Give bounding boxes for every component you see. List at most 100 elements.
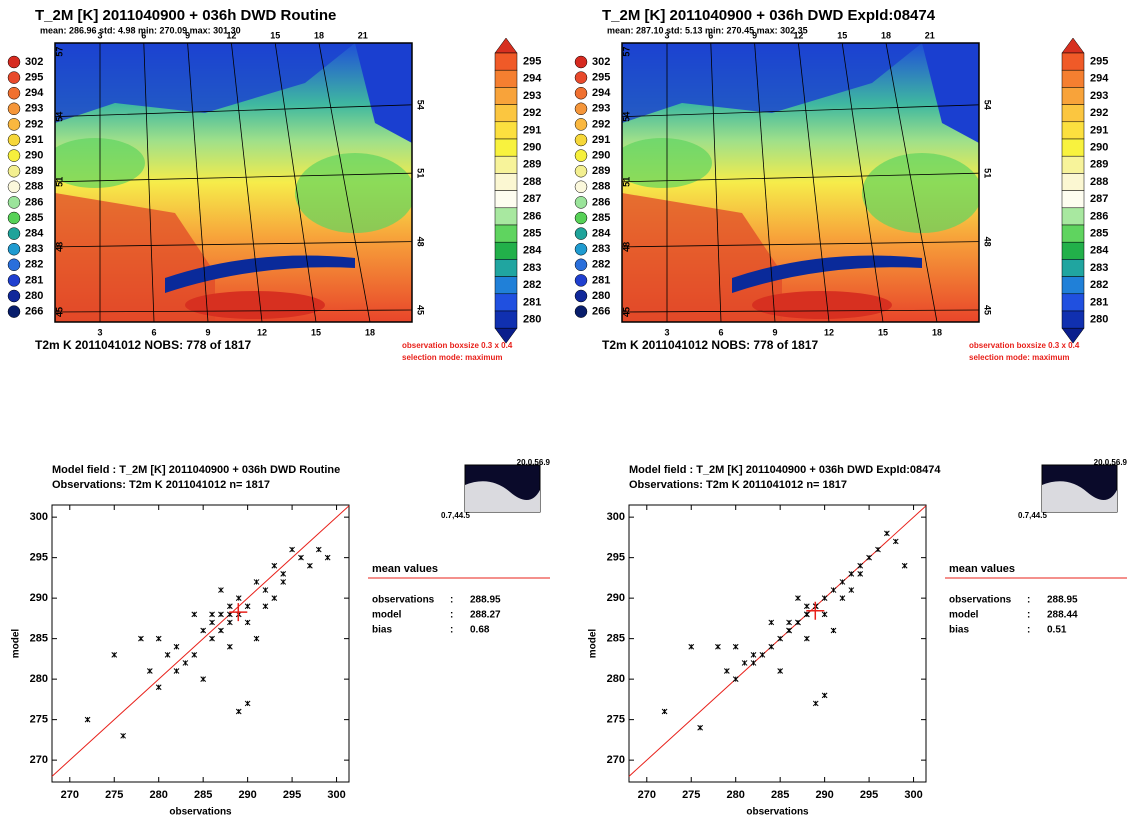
colorbar-label: 283 [523,262,541,274]
scatter-point [120,732,126,739]
lat-tick-label: 51 [983,168,993,178]
colorbar-label: 295 [523,56,541,68]
colorbar-box [494,190,518,209]
scatter-point [830,627,837,634]
x-tick-label: 300 [327,789,345,801]
obs-legend-marker [7,227,21,240]
obs-legend-label: 302 [592,56,610,68]
lat-tick-label: 54 [416,100,426,110]
y-tick-label: 275 [30,714,48,726]
scatter-point [884,530,890,537]
colorbar-box [494,310,518,329]
x-tick-label: 285 [194,789,212,801]
colorbar-box [494,173,518,191]
colorbar-label: 285 [523,228,541,240]
scatter-point [226,603,233,610]
field-north-sea [622,43,922,123]
lat-tick-label: 57 [621,47,631,57]
inset-land [1042,481,1117,512]
note-selection: selection mode: maximum [402,353,502,362]
colorbar-box [1061,190,1085,209]
colorbar-label: 280 [523,314,541,326]
x-axis-label: observations [746,807,809,818]
obs-legend-marker [574,149,588,162]
map-frame [54,42,413,323]
colorbar-box [494,293,518,312]
y-tick-label: 280 [30,673,48,685]
scatter-point [901,562,908,569]
scatter-point [164,651,171,658]
scatter-point [768,643,775,650]
obs-legend-marker [7,102,21,116]
scatter-point [821,611,828,618]
field-po [185,291,325,319]
y-axis-label: model [11,629,22,659]
mean-sep: : [450,610,453,621]
lon-tick-label: 3 [664,30,669,40]
mean-value: 288.44 [1047,610,1078,621]
scatter-point [84,716,91,723]
obs-legend-label: 284 [592,228,611,240]
colorbar-label: 295 [1090,56,1108,68]
scatter-point [759,651,766,658]
scatter-point [821,692,828,699]
lon-tick-label: 21 [358,30,368,40]
colorbar-label: 281 [523,296,541,308]
scatter-point [218,587,224,593]
colorbar-box [1061,69,1085,88]
lon-tick-label: 12 [257,327,267,337]
obs-legend-label: 292 [592,118,610,130]
colorbar-label: 292 [523,107,541,119]
scatter-point [848,587,855,593]
mean-value: 0.51 [1047,625,1067,636]
colorbar-label: 289 [523,159,541,171]
colorbar-under [494,327,518,344]
colorbar-box [1061,104,1085,123]
obs-legend-marker [7,86,21,100]
obs-legend-marker [574,71,588,84]
obs-legend-label: 295 [25,72,43,84]
scatter-point [812,700,819,707]
lon-tick-label: 15 [878,327,888,337]
colorbar-label: 287 [523,193,541,205]
lon-tick-label: 6 [141,30,146,40]
obs-legend-marker [574,227,588,240]
map-field [55,43,412,322]
obs-legend-marker [7,211,21,225]
colorbar-over [1061,37,1085,54]
obs-legend-label: 283 [25,243,43,255]
obs-legend-marker [574,305,588,318]
map-title: T_2M [K] 2011040900 + 036h DWD ExpId:084… [602,7,936,24]
scatter-point [253,579,260,585]
y-tick-label: 280 [607,673,625,685]
scatter-point [209,619,215,626]
scatter-point [244,619,251,626]
lon-tick-label: 3 [97,30,102,40]
lat-tick-label: 57 [54,47,64,57]
obs-legend-marker [7,149,21,162]
obs-legend-label: 288 [25,181,43,193]
scatter-point [244,700,251,707]
scatter-point [298,554,304,561]
scatter-point [155,635,162,642]
x-tick-label: 300 [904,789,922,801]
mean-name: bias [949,625,969,636]
field-po [752,291,892,319]
obs-legend-marker [574,211,588,225]
y-axis-label: model [588,629,599,659]
lon-grid-line [274,42,317,323]
inset-sw: 0.7,44.5 [441,511,470,520]
lat-tick-label: 48 [983,237,993,247]
obs-legend-label: 291 [25,134,43,146]
scatter-point [830,587,837,593]
lon-grid-line [885,42,938,323]
lon-tick-label: 15 [837,30,847,40]
lon-tick-label: 12 [793,30,803,40]
obs-legend-label: 285 [592,212,610,224]
lon-tick-label: 9 [205,327,210,337]
x-axis-label: observations [169,807,232,818]
x-tick-label: 270 [638,789,656,801]
lat-grid-line [54,172,413,183]
mean-name: bias [372,625,392,636]
colorbar-label: 288 [523,176,541,188]
